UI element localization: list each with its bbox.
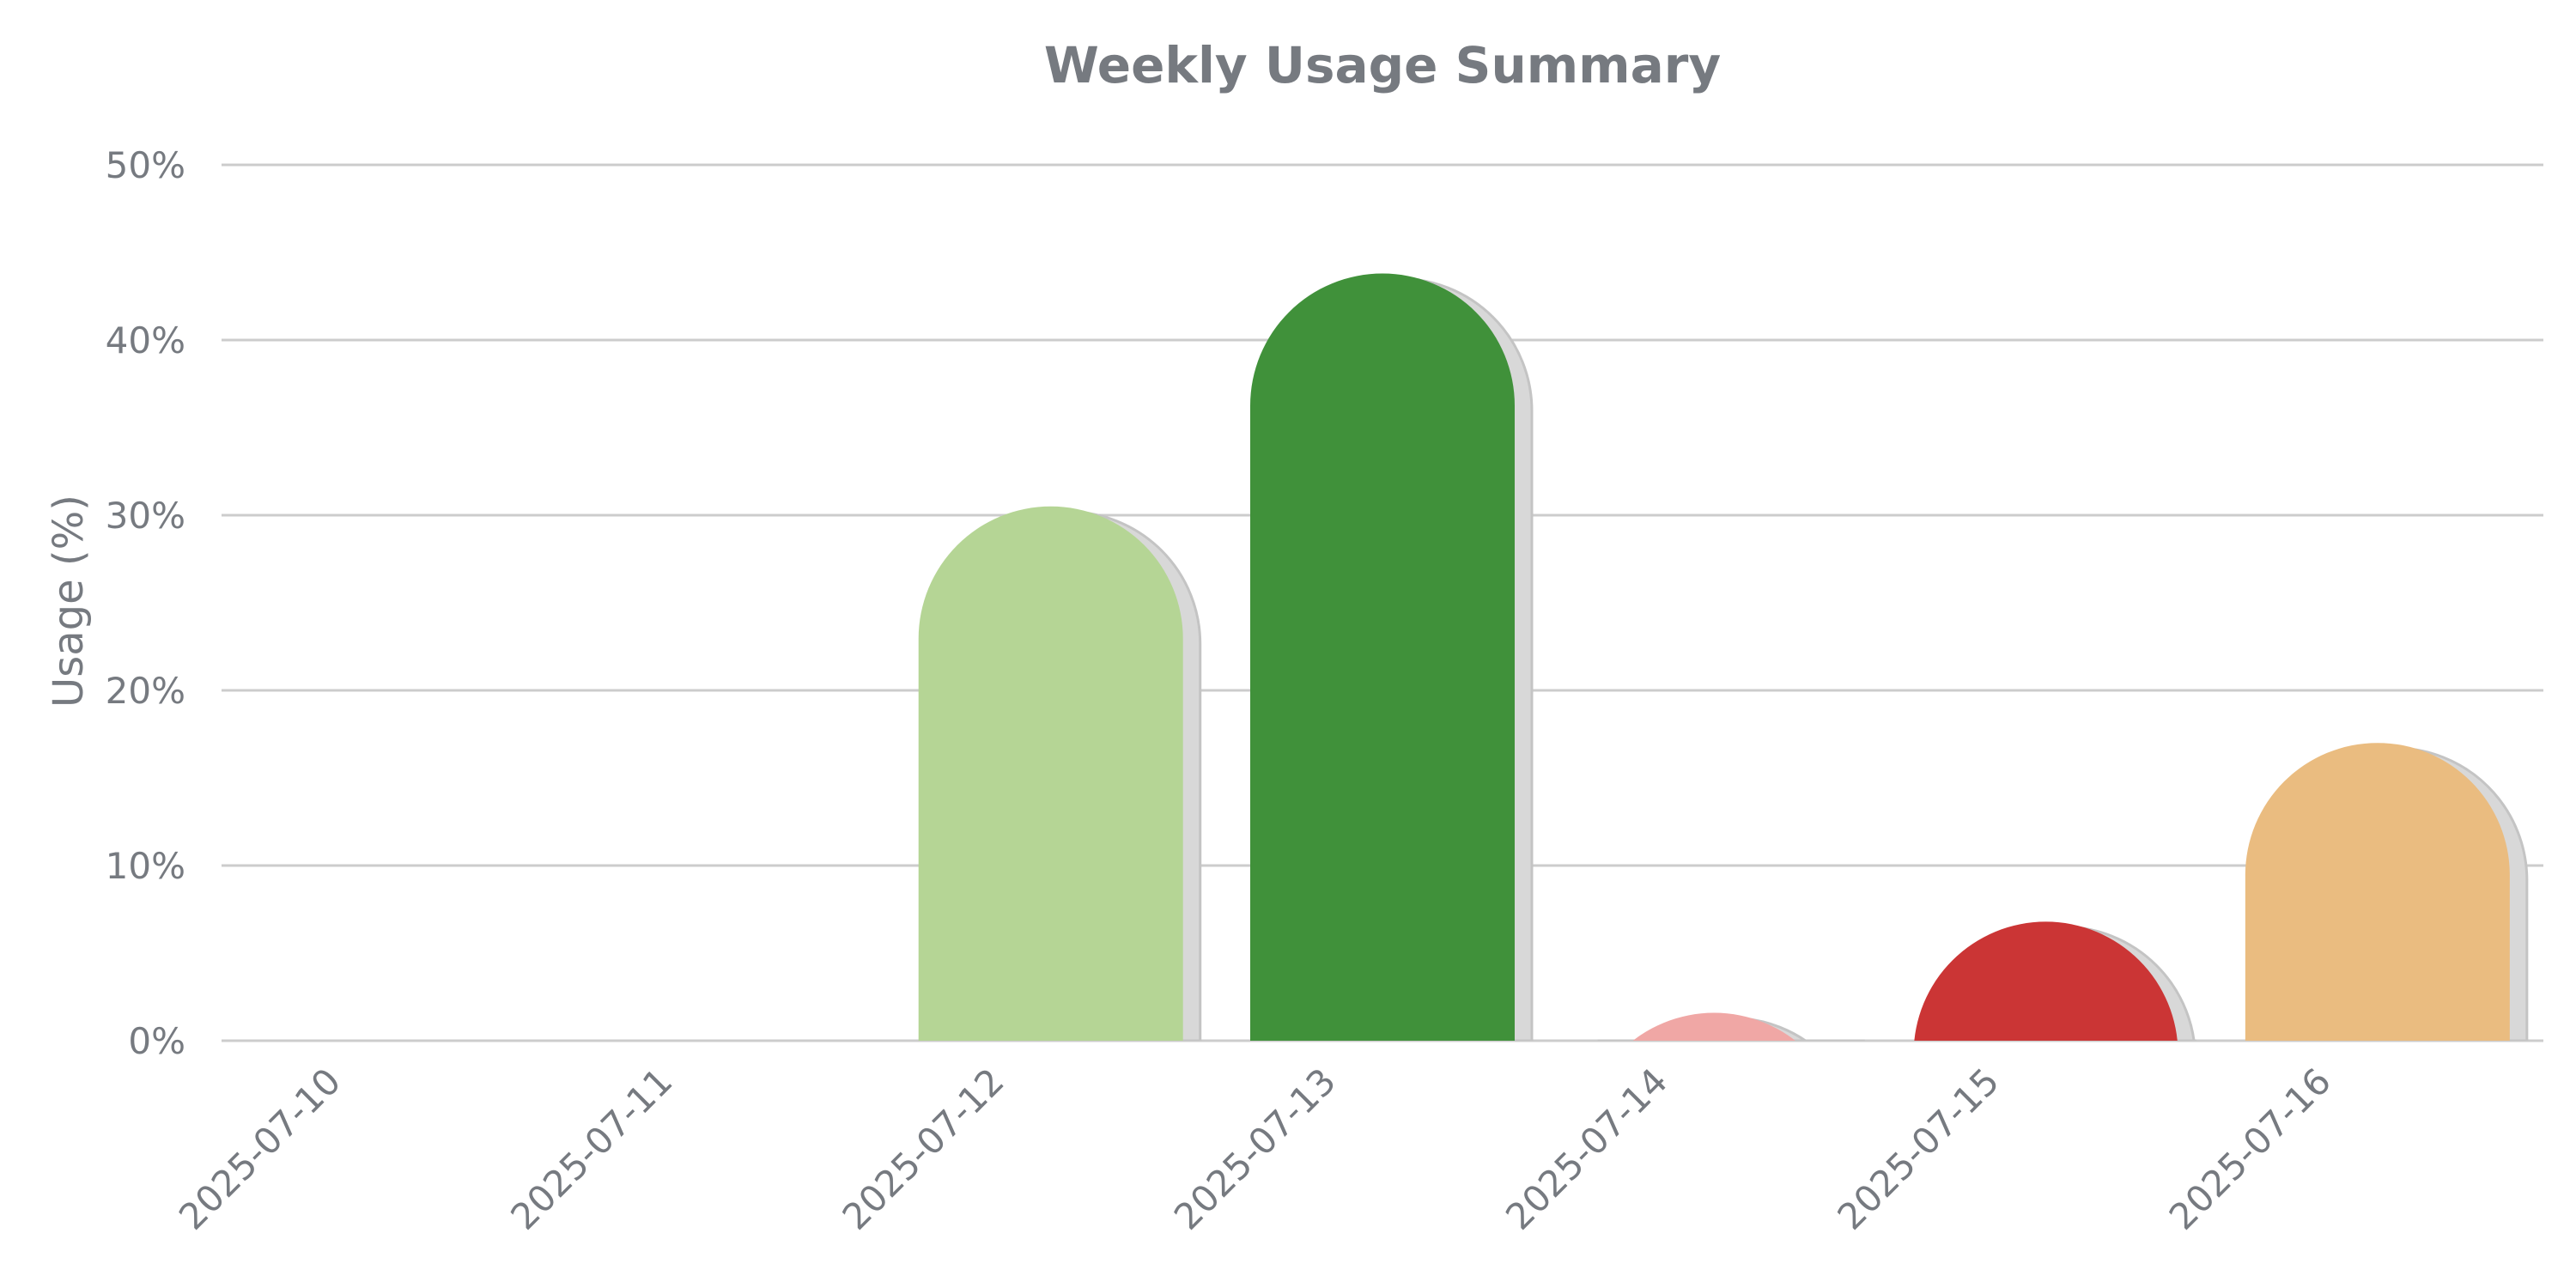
x-tick-label: 2025-07-16 (2161, 1060, 2339, 1237)
y-tick-label: 50% (106, 144, 185, 186)
y-tick-label: 20% (106, 670, 185, 712)
x-axis-ticks: 2025-07-10 2025-07-11 2025-07-12 2025-07-13… (171, 1060, 2339, 1237)
y-axis-label: Usage (%) (45, 495, 93, 708)
bar (1250, 273, 1515, 1041)
bar (918, 506, 1183, 1041)
y-tick-label: 30% (106, 495, 185, 537)
bar (1913, 921, 2178, 1041)
x-tick-label: 2025-07-15 (1829, 1060, 2007, 1237)
bar (1582, 1012, 1847, 1041)
y-tick-label: 0% (128, 1020, 185, 1062)
chart-title: Weekly Usage Summary (1044, 36, 1721, 94)
bar-2025-07-13 (1250, 273, 1534, 1041)
bar (2245, 743, 2510, 1041)
bar-2025-07-14 (1582, 1012, 1865, 1041)
bars (918, 273, 2529, 1041)
y-tick-label: 10% (106, 845, 185, 887)
x-tick-label: 2025-07-12 (835, 1060, 1012, 1237)
x-tick-label: 2025-07-10 (171, 1060, 349, 1237)
y-tick-label: 40% (106, 319, 185, 361)
x-tick-label: 2025-07-14 (1498, 1060, 1675, 1237)
bar-2025-07-15 (1913, 921, 2197, 1041)
bar-2025-07-16 (2245, 743, 2529, 1041)
x-tick-label: 2025-07-11 (502, 1060, 680, 1237)
y-axis-ticks: 0% 10% 20% 30% 40% 50% (106, 144, 185, 1062)
x-tick-label: 2025-07-13 (1166, 1060, 1344, 1237)
bar-2025-07-12 (918, 506, 1202, 1041)
